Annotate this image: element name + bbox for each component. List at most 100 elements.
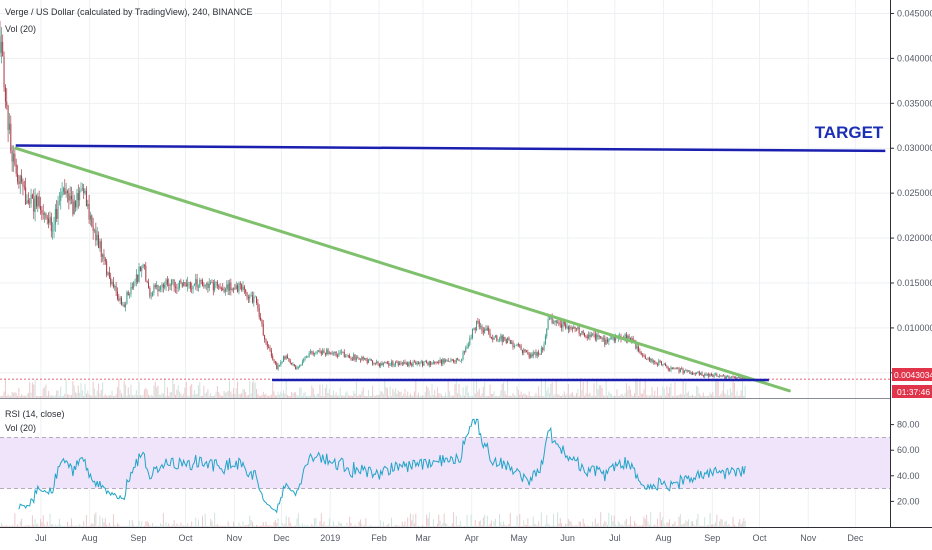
volume-bar — [304, 392, 306, 398]
candle-body — [146, 280, 148, 283]
rsi-volume-bar — [523, 520, 525, 527]
rsi-volume-bar — [521, 525, 523, 527]
volume-bar — [681, 394, 683, 398]
rsi-volume-bar — [338, 521, 340, 527]
volume-bar — [338, 395, 340, 398]
volume-bar — [409, 393, 411, 398]
rsi-volume-bar — [729, 525, 731, 527]
candle-body — [169, 285, 171, 287]
candle-body — [73, 201, 75, 215]
rsi-volume-bar — [675, 525, 677, 527]
volume-bar — [558, 394, 560, 398]
rsi-volume-bar — [631, 524, 633, 527]
rsi-volume-bar — [393, 525, 395, 527]
volume-bar — [489, 384, 491, 398]
rsi-volume-bar — [640, 525, 642, 527]
rsi-volume-bar — [67, 521, 68, 527]
candle-body — [214, 282, 216, 291]
volume-bar — [628, 385, 630, 398]
rsi-volume-bar — [326, 525, 328, 527]
candle-body — [573, 326, 575, 329]
volume-bar — [619, 395, 621, 398]
volume-bar — [547, 387, 549, 398]
candle-body — [211, 282, 213, 283]
candle-body — [94, 230, 95, 232]
time-tick-label: Oct — [752, 533, 767, 543]
rsi-volume-bar — [442, 523, 444, 527]
rsi-volume-bar — [466, 514, 468, 527]
rsi-volume-bar — [14, 513, 16, 527]
volume-bar — [392, 388, 394, 398]
candle-body — [593, 333, 595, 335]
volume-bar — [640, 393, 642, 398]
rsi-volume-bar — [156, 525, 158, 527]
candle-body — [15, 164, 17, 174]
rsi-volume-bar — [288, 517, 290, 527]
descending-trendline[interactable] — [14, 146, 791, 393]
volume-bar — [332, 390, 334, 398]
candle-body — [50, 216, 52, 232]
rsi-volume-bar — [604, 520, 606, 527]
candle-body — [338, 352, 340, 357]
rsi-volume-bar — [647, 521, 649, 527]
rsi-pane[interactable]: RSI (14, close) Vol (20) — [0, 409, 890, 527]
candle-body — [237, 285, 239, 292]
time-tick-label: May — [510, 533, 528, 543]
candle-body — [527, 352, 529, 355]
rsi-volume-bar — [272, 525, 274, 527]
candle-body — [318, 350, 320, 352]
volume-bar — [481, 393, 483, 398]
volume-bar — [358, 394, 360, 398]
rsi-volume-bar — [0, 522, 2, 527]
rsi-volume-bar — [119, 525, 121, 527]
rsi-volume-bar — [389, 525, 391, 527]
volume-bar — [654, 390, 656, 398]
volume-bar — [315, 395, 317, 398]
rsi-volume-bar — [15, 525, 17, 527]
rsi-volume-bar — [715, 522, 716, 527]
candle-body — [376, 361, 378, 364]
target-line[interactable] — [15, 144, 886, 153]
rsi-volume-bar — [145, 521, 147, 527]
candle-body — [21, 175, 23, 182]
candle-body — [682, 369, 684, 373]
candle-body — [685, 370, 687, 371]
candle-body — [702, 375, 704, 377]
volume-bar — [723, 382, 725, 398]
candle-body — [507, 337, 509, 344]
candle-body — [607, 339, 608, 342]
volume-bar — [679, 393, 681, 398]
volume-bar — [704, 395, 706, 398]
candle-body — [677, 368, 679, 370]
volume-bar — [415, 379, 417, 398]
candle-body — [395, 361, 397, 365]
volume-bar — [439, 393, 441, 398]
rsi-volume-bar — [211, 520, 213, 527]
volume-bar — [405, 395, 407, 398]
rsi-volume-bar — [287, 525, 289, 527]
volume-bar — [430, 395, 432, 398]
volume-bar — [393, 391, 395, 398]
rsi-volume-bar — [516, 515, 518, 527]
time-axis[interactable]: Jul Aug Sep Oct Nov Dec 2019 Feb Mar Apr May Jun Jul… — [35, 533, 864, 543]
price-axis[interactable]: 0.045000000.040000000.035000000.03000000… — [890, 8, 932, 378]
volume-bar — [138, 381, 140, 398]
rsi-volume-bar — [68, 525, 70, 527]
candle-body — [355, 357, 357, 361]
rsi-volume-bar — [449, 525, 451, 527]
volume-bar — [616, 389, 618, 398]
volume-bar — [631, 394, 633, 398]
rsi-volume-bar — [210, 518, 212, 527]
volume-bar — [296, 395, 298, 398]
candle-body — [453, 359, 455, 362]
candle-body — [349, 355, 351, 359]
candle-body — [312, 352, 314, 355]
candle-body — [478, 321, 480, 328]
candle-body — [508, 337, 510, 340]
rsi-volume-bar — [408, 525, 410, 527]
volume-bar — [669, 387, 671, 398]
candle-body — [288, 358, 290, 361]
candle-body — [405, 362, 407, 364]
volume-bar — [696, 385, 698, 398]
